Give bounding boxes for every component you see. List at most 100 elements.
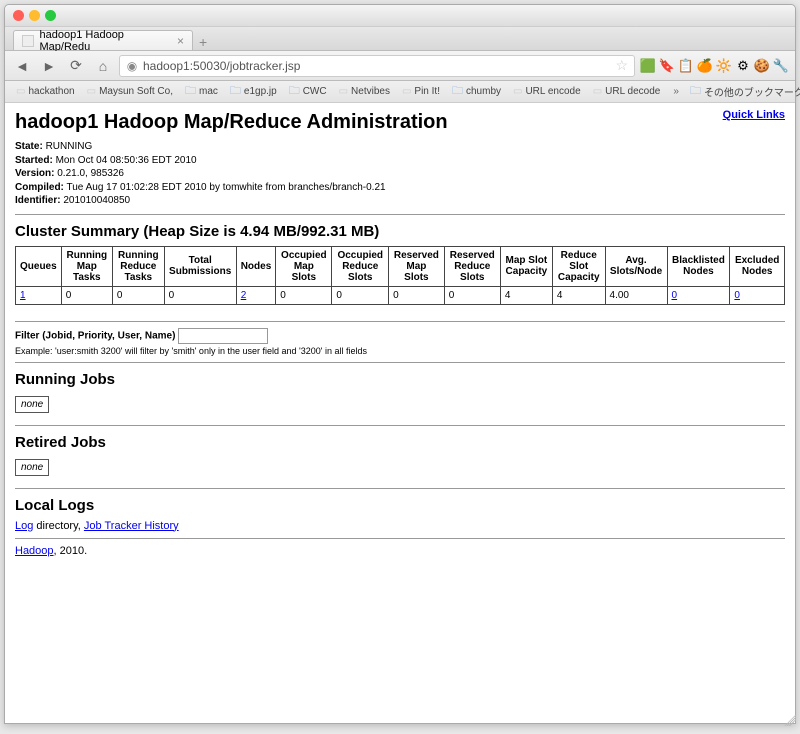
col-header: Occupied Reduce Slots (332, 246, 389, 286)
wrench-icon[interactable]: 🔧 (773, 58, 789, 74)
bookmark-item[interactable]: ▭URL decode (588, 84, 666, 99)
bookmark-item[interactable]: ▭Pin It! (397, 84, 445, 99)
bookmark-label: URL decode (605, 86, 660, 97)
cell: 0 (164, 286, 236, 304)
filter-input[interactable] (178, 328, 268, 344)
col-header: Reserved Map Slots (389, 246, 445, 286)
page-title: hadoop1 Hadoop Map/Reduce Administration (15, 111, 785, 134)
resize-handle[interactable] (784, 714, 796, 726)
page-icon: ▭ (402, 86, 411, 97)
divider (15, 321, 785, 322)
local-logs-line: Log directory, Job Tracker History (15, 520, 785, 532)
col-header: Nodes (236, 246, 276, 286)
footer-year: , 2010. (54, 545, 88, 557)
divider (15, 362, 785, 363)
state-value: RUNNING (46, 141, 93, 152)
browser-tab[interactable]: hadoop1 Hadoop Map/Redu × (13, 30, 193, 50)
queues-link[interactable]: 1 (20, 290, 26, 301)
state-label: State: (15, 141, 43, 152)
ext-icon-2[interactable]: 🔖 (659, 58, 675, 74)
bookmark-item[interactable]: 🗀e1gp.jp (225, 80, 282, 103)
reload-button[interactable]: ⟳ (65, 56, 87, 76)
col-header: Excluded Nodes (730, 246, 785, 286)
jobtracker-history-link[interactable]: Job Tracker History (84, 520, 179, 532)
nodes-link[interactable]: 2 (241, 290, 247, 301)
bookmark-item[interactable]: ▭hackathon (11, 84, 80, 99)
extension-icons: 🟩 🔖 📋 🍊 🔆 ⚙ 🍪 🔧 (640, 58, 789, 74)
bookmark-label: URL encode (525, 86, 580, 97)
col-header: Total Submissions (164, 246, 236, 286)
bookmark-item[interactable]: ▭URL encode (508, 84, 586, 99)
ext-icon-1[interactable]: 🟩 (640, 58, 656, 74)
col-header: Avg. Slots/Node (605, 246, 667, 286)
url-text: hadoop1:50030/jobtracker.jsp (143, 59, 610, 73)
filter-example: Example: 'user:smith 3200' will filter b… (15, 346, 785, 356)
retired-jobs-none: none (15, 459, 49, 476)
cluster-summary-table: Queues Running Map Tasks Running Reduce … (15, 246, 785, 305)
identifier-value: 201010040850 (63, 195, 130, 206)
tab-close-icon[interactable]: × (177, 34, 184, 48)
bookmarks-bar: ▭hackathon ▭Maysun Soft Co, 🗀mac 🗀e1gp.j… (5, 81, 795, 103)
directory-text: directory, (33, 520, 84, 532)
bookmark-star-icon[interactable]: ☆ (615, 57, 628, 74)
retired-jobs-heading: Retired Jobs (15, 434, 785, 451)
log-link[interactable]: Log (15, 520, 33, 532)
folder-icon: 🗀 (452, 82, 463, 101)
started-label: Started: (15, 155, 53, 166)
ext-icon-6[interactable]: ⚙ (735, 58, 751, 74)
site-icon: ◉ (126, 60, 138, 72)
window-minimize-button[interactable] (29, 10, 40, 21)
hadoop-link[interactable]: Hadoop (15, 545, 54, 557)
ext-icon-7[interactable]: 🍪 (754, 58, 770, 74)
folder-icon: 🗀 (690, 82, 701, 101)
started-value: Mon Oct 04 08:50:36 EDT 2010 (56, 155, 197, 166)
quick-links-link[interactable]: Quick Links (723, 109, 785, 121)
compiled-label: Compiled: (15, 182, 64, 193)
ext-icon-4[interactable]: 🍊 (697, 58, 713, 74)
bookmark-label: e1gp.jp (244, 86, 277, 97)
bookmark-label: Pin It! (414, 86, 440, 97)
bookmark-item[interactable]: ▭Maysun Soft Co, (82, 84, 178, 99)
page-icon: ▭ (593, 86, 602, 97)
filter-label: Filter (Jobid, Priority, User, Name) (15, 330, 175, 341)
new-tab-button[interactable]: + (193, 34, 213, 50)
bookmark-item[interactable]: ▭Netvibes (334, 84, 395, 99)
local-logs-heading: Local Logs (15, 497, 785, 514)
bookmark-item[interactable]: 🗀chumby (447, 80, 506, 103)
back-button[interactable]: ◄ (11, 56, 33, 76)
blacklisted-link[interactable]: 0 (672, 290, 678, 301)
ext-icon-5[interactable]: 🔆 (716, 58, 732, 74)
address-bar[interactable]: ◉ hadoop1:50030/jobtracker.jsp ☆ (119, 55, 635, 77)
col-header: Occupied Map Slots (276, 246, 332, 286)
forward-button[interactable]: ► (38, 56, 60, 76)
ext-icon-3[interactable]: 📋 (678, 58, 694, 74)
page-icon: ▭ (87, 86, 96, 97)
window-zoom-button[interactable] (45, 10, 56, 21)
cluster-summary-heading: Cluster Summary (Heap Size is 4.94 MB/99… (15, 223, 785, 240)
bookmark-label: Netvibes (351, 86, 390, 97)
page-icon: ▭ (513, 86, 522, 97)
window-close-button[interactable] (13, 10, 24, 21)
divider (15, 425, 785, 426)
bookmark-item[interactable]: 🗀CWC (284, 80, 332, 103)
home-button[interactable]: ⌂ (92, 56, 114, 76)
excluded-link[interactable]: 0 (734, 290, 740, 301)
table-header-row: Queues Running Map Tasks Running Reduce … (16, 246, 785, 286)
cell: 4 (500, 286, 552, 304)
tab-title: hadoop1 Hadoop Map/Redu (40, 29, 171, 53)
browser-tabbar: hadoop1 Hadoop Map/Redu × + (5, 27, 795, 51)
cell: 4.00 (605, 286, 667, 304)
bookmarks-overflow-chevron[interactable]: » (669, 86, 683, 97)
col-header: Reserved Reduce Slots (444, 246, 500, 286)
bookmark-item[interactable]: 🗀mac (180, 80, 223, 103)
running-jobs-none: none (15, 396, 49, 413)
divider (15, 488, 785, 489)
cell: 0 (61, 286, 112, 304)
col-header: Running Map Tasks (61, 246, 112, 286)
cell: 0 (112, 286, 164, 304)
browser-toolbar: ◄ ► ⟳ ⌂ ◉ hadoop1:50030/jobtracker.jsp ☆… (5, 51, 795, 81)
page-content: Quick Links hadoop1 Hadoop Map/Reduce Ad… (5, 103, 795, 723)
bookmark-label: その他のブックマーク (704, 84, 800, 99)
other-bookmarks[interactable]: 🗀その他のブックマーク (685, 80, 800, 103)
col-header: Queues (16, 246, 62, 286)
